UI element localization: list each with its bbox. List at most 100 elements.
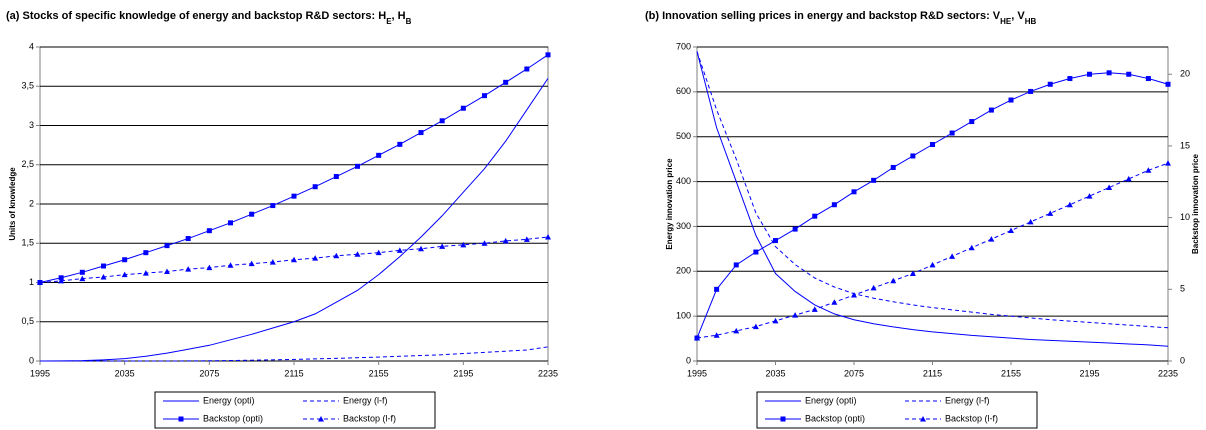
marker-square [988,107,994,113]
y2-tick-label: 20 [1180,69,1190,79]
y-axis-label: Units of knowledge [8,167,17,241]
title-part: (b) Innovation selling prices in energy … [645,10,1001,22]
legend-box [154,391,436,429]
x-tick-label: 2115 [923,368,942,378]
marker-triangle [949,253,956,259]
legend-label: Backstop (l-f) [945,413,998,423]
marker-square [143,250,149,256]
marker-triangle [831,299,838,305]
x-tick-label: 2035 [115,368,135,378]
marker-square [206,228,212,234]
marker-square [890,164,896,170]
marker-square [249,211,255,217]
marker-square [910,153,916,159]
marker-triangle [121,271,128,278]
legend-label: Energy (l-f) [945,395,990,405]
series-line [696,51,1169,347]
marker-square [930,141,935,147]
marker-square [969,119,975,125]
marker-triangle [354,251,361,257]
marker-square [1047,81,1053,87]
marker-triangle [772,317,779,324]
chart-title: (a) Stocks of specific knowledge of ener… [6,10,412,26]
y-tick-label: 2,5 [21,159,34,169]
marker-triangle [870,284,877,291]
marker-square [418,130,424,136]
marker-triangle [1125,175,1132,182]
marker-triangle [1066,201,1073,208]
marker-square [122,257,128,263]
marker-triangle [248,260,255,267]
marker-triangle [37,279,43,285]
y2-tick-label: 15 [1180,140,1190,150]
title-part: E [386,17,392,26]
title-part: (a) Stocks of specific knowledge of ener… [6,10,386,22]
marker-triangle [1027,218,1034,225]
marker-triangle [396,247,403,253]
y-tick-label: 1,5 [21,238,34,248]
legend: Energy (opti) Energy (l-f) Backstop (opti)… [756,391,1038,429]
y-tick-label: 700 [676,41,691,51]
marker-square [812,213,818,219]
y-tick-label: 3 [29,120,34,130]
series-line [39,78,549,362]
marker-square [524,66,530,72]
y-tick-label: 500 [676,131,691,141]
marker-square [482,93,487,99]
marker-triangle [694,335,700,341]
marker-square [1028,88,1034,94]
marker-triangle [752,323,759,330]
marker-triangle [968,244,975,251]
marker-triangle [142,270,149,276]
marker-square [773,238,778,244]
legend-label: Backstop (l-f) [343,413,396,423]
title-part: HE [1000,17,1012,26]
marker-triangle [792,312,799,318]
x-tick-label: 2115 [284,368,303,378]
y-tick-label: 1 [29,277,34,287]
marker-triangle [418,245,424,252]
title-part: , H [392,10,406,22]
y-tick-label: 400 [676,176,691,186]
marker-triangle [79,275,86,282]
title-part: , V [1011,10,1025,22]
legend-label: Energy (opti) [203,395,255,405]
series-line [696,51,1169,329]
marker-triangle [713,332,720,338]
legend-label: Backstop (opti) [805,413,865,423]
x-tick-label: 2235 [1158,368,1178,378]
marker-triangle [733,327,740,334]
marker-square [376,152,382,158]
marker-triangle [929,261,936,268]
marker-triangle [1047,210,1054,216]
marker-square [1008,97,1014,103]
marker-triangle [100,274,107,280]
y2-tick-label: 0 [1180,355,1185,365]
x-tick-label: 2155 [369,368,389,378]
marker-square [312,184,318,190]
marker-square [1126,71,1132,77]
marker-square [949,130,955,136]
marker-triangle [811,306,818,312]
y2-tick-label: 10 [1180,212,1190,222]
marker-triangle [890,277,897,284]
marker-square [333,174,339,180]
y2-axis-label: Backstop innovation price [1191,153,1200,254]
marker-triangle [1086,193,1093,199]
legend-marker [920,416,926,422]
marker-square [714,286,720,292]
marker-square [439,118,445,124]
marker-triangle [375,249,382,256]
marker-square [1067,76,1073,82]
y-tick-label: 3,5 [21,81,34,91]
marker-triangle [481,240,488,246]
marker-triangle [851,292,857,298]
marker-square [291,193,297,199]
y-tick-label: 4 [29,41,34,51]
marker-triangle [545,233,551,240]
marker-square [851,189,857,195]
x-tick-label: 2075 [844,368,864,378]
x-tick-label: 1995 [687,368,707,378]
legend-marker [318,416,324,422]
